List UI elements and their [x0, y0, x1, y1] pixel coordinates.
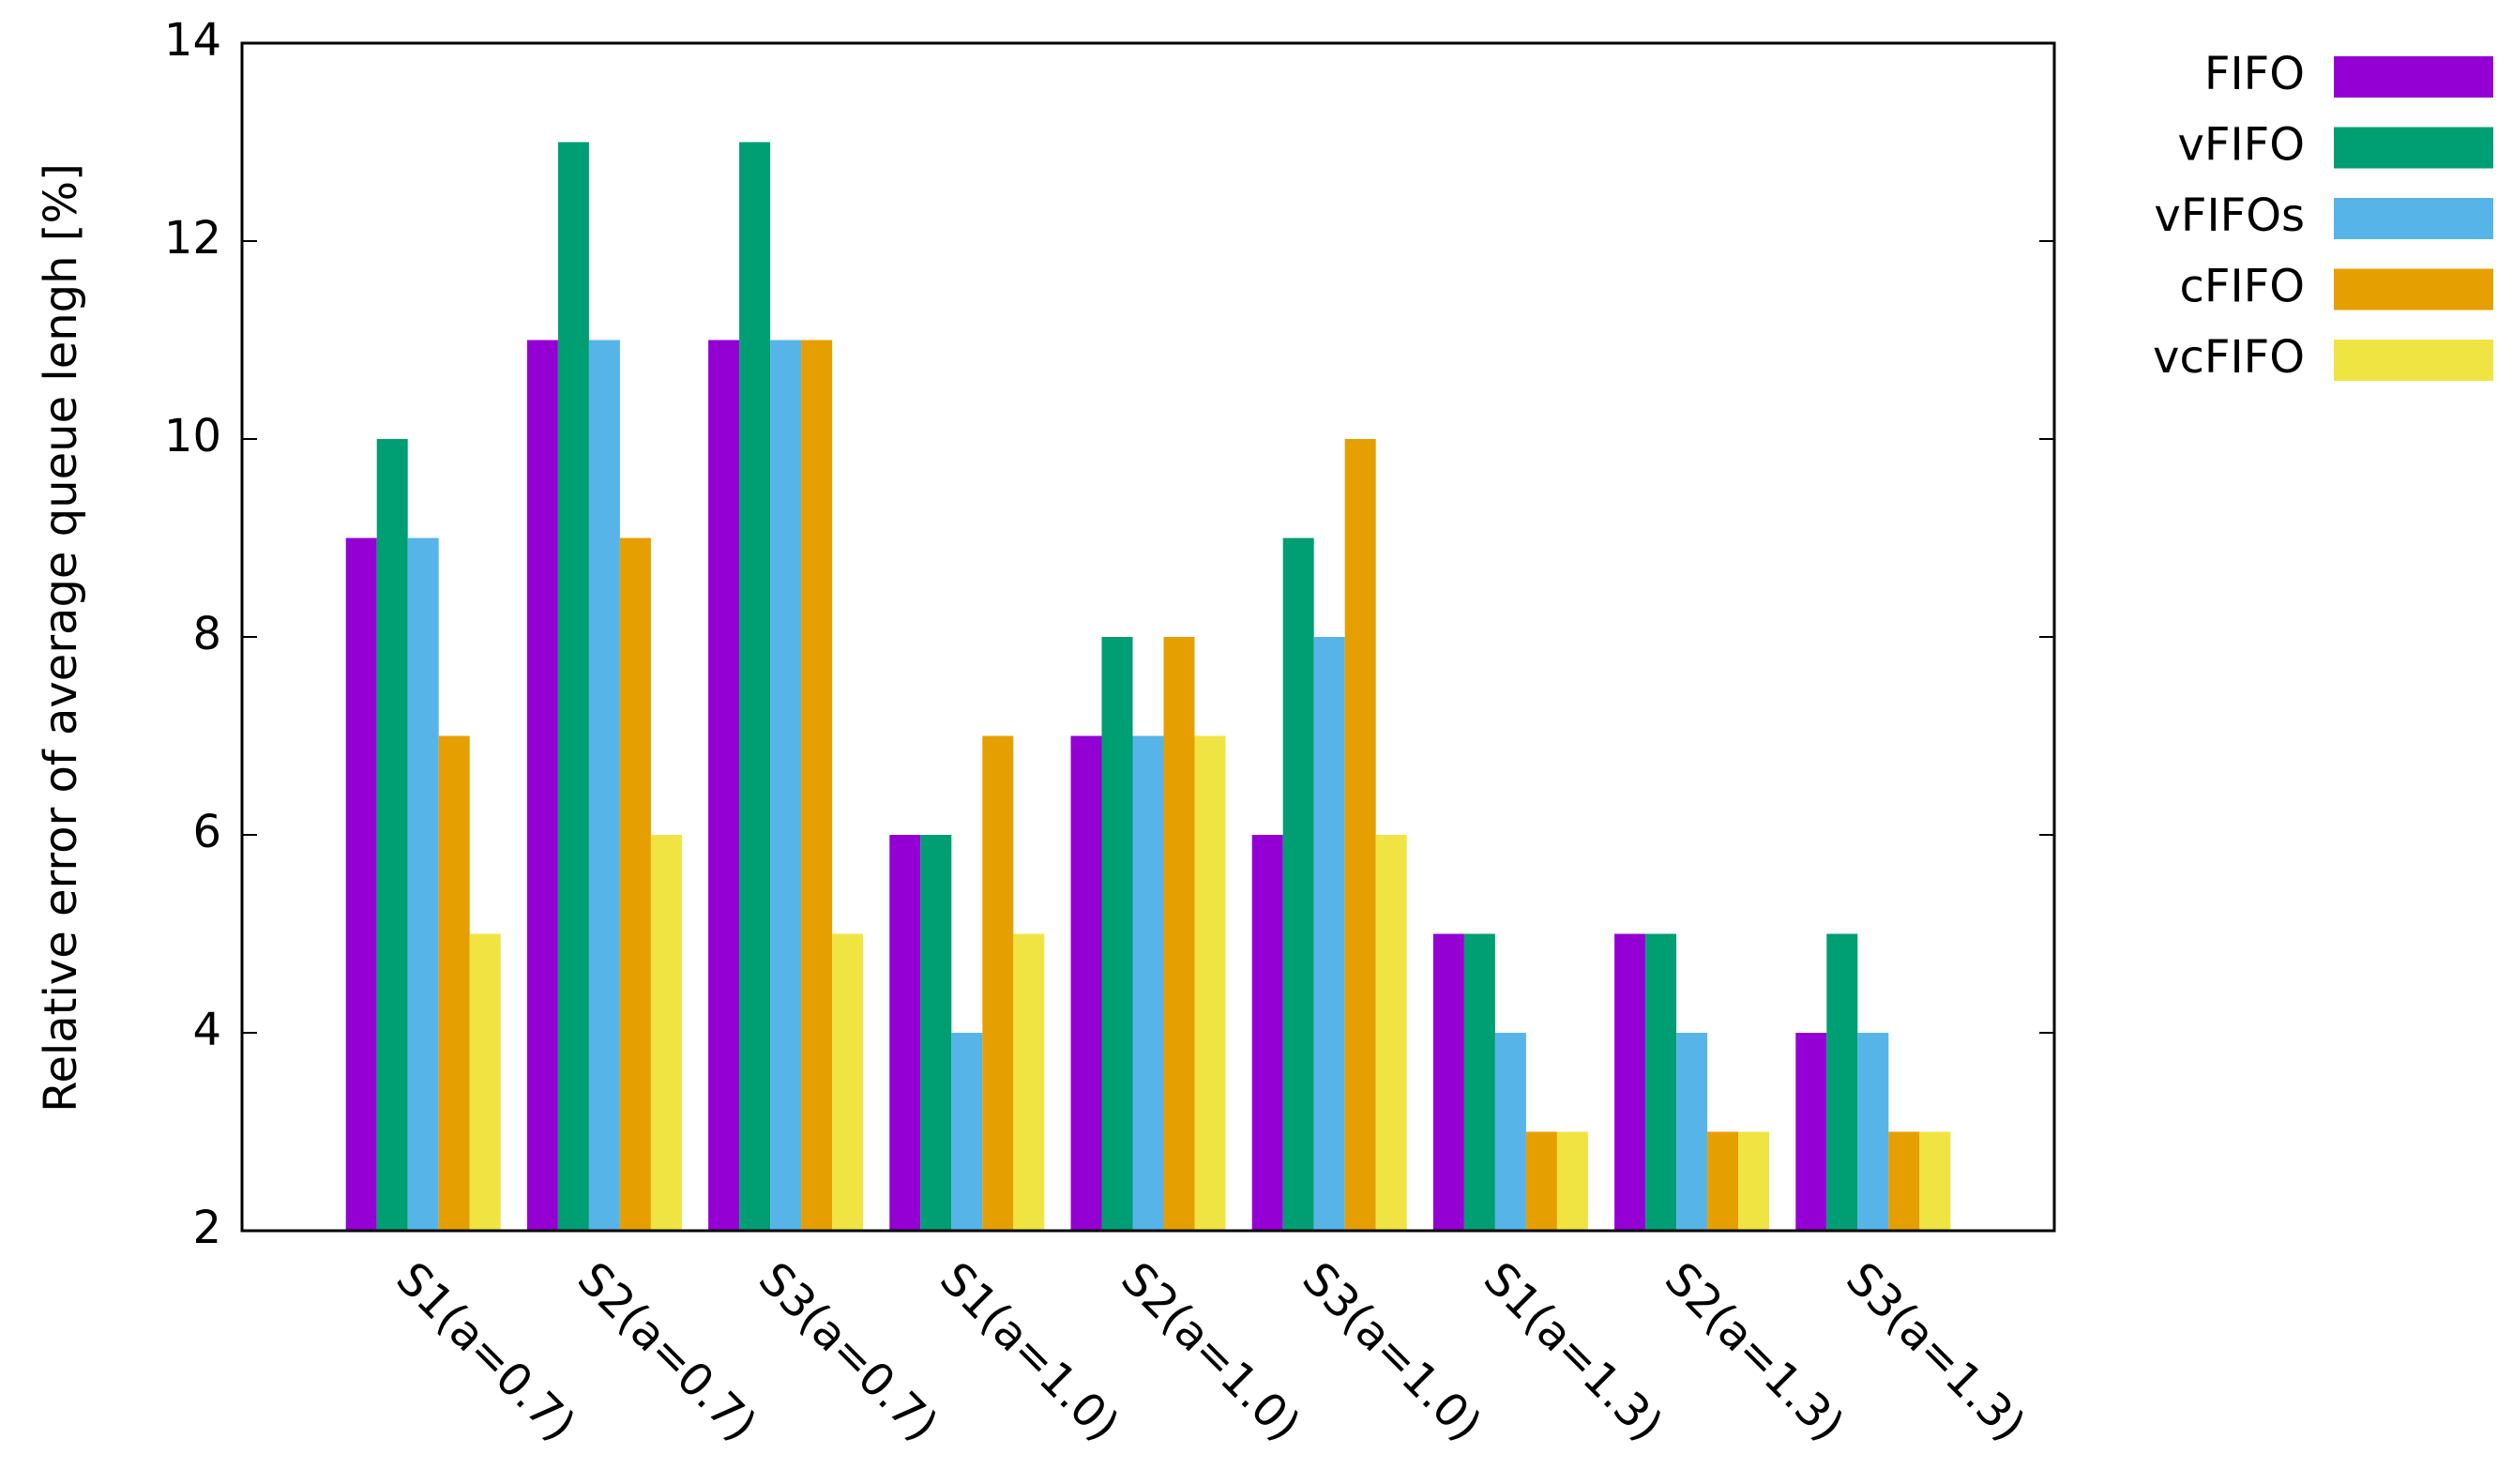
- legend-swatch: [2334, 127, 2493, 169]
- bar: [1556, 1131, 1588, 1231]
- bar: [1070, 735, 1102, 1231]
- bar: [650, 835, 682, 1231]
- bar: [1251, 835, 1283, 1231]
- bar: [1013, 933, 1045, 1231]
- x-tick-label: S1(a=1.3): [1474, 1252, 1673, 1451]
- bar: [1494, 1033, 1526, 1231]
- bar: [739, 142, 771, 1231]
- bar: [1344, 439, 1376, 1231]
- bar: [1857, 1033, 1889, 1231]
- legend-label: cFIFO: [2179, 261, 2305, 313]
- bar: [1282, 538, 1314, 1231]
- bar: [376, 439, 408, 1231]
- bar: [1645, 933, 1677, 1231]
- bar: [1463, 933, 1495, 1231]
- bar: [1676, 1033, 1708, 1231]
- bar: [801, 340, 833, 1231]
- y-tick-label: 2: [192, 1202, 221, 1254]
- legend-swatch: [2334, 56, 2493, 98]
- bar: [951, 1033, 983, 1231]
- y-tick-label: 4: [192, 1004, 221, 1056]
- bar: [708, 340, 740, 1231]
- legend-label: vcFIFO: [2153, 331, 2305, 384]
- bar: [832, 933, 864, 1231]
- x-tick-label: S2(a=0.7): [568, 1252, 766, 1451]
- x-tick-label: S1(a=0.7): [386, 1252, 585, 1451]
- x-tick-label: S3(a=1.3): [1836, 1252, 2035, 1451]
- bar: [619, 538, 651, 1231]
- bar: [588, 340, 620, 1231]
- bar: [526, 340, 558, 1231]
- legend-label: FIFO: [2204, 48, 2305, 100]
- bar: [1525, 1131, 1557, 1231]
- legend-label: vFIFO: [2177, 119, 2305, 172]
- bar: [1194, 735, 1226, 1231]
- bar: [920, 835, 952, 1231]
- x-tick-label: S1(a=1.0): [930, 1252, 1128, 1451]
- bar: [1614, 933, 1646, 1231]
- bar: [1101, 637, 1133, 1231]
- x-tick-label: S2(a=1.3): [1655, 1252, 1854, 1451]
- legend-swatch: [2334, 198, 2493, 239]
- x-tick-label: S3(a=1.0): [1293, 1252, 1491, 1451]
- x-tick-label: S2(a=1.0): [1111, 1252, 1309, 1451]
- bar: [557, 142, 589, 1231]
- bar: [438, 735, 470, 1231]
- bar: [1432, 933, 1464, 1231]
- legend-swatch: [2334, 340, 2493, 381]
- bar: [1919, 1131, 1951, 1231]
- bar: [1738, 1131, 1770, 1231]
- legend-label: vFIFOs: [2154, 189, 2305, 242]
- y-tick-label: 8: [192, 608, 221, 660]
- bar: [889, 835, 921, 1231]
- bar: [770, 340, 802, 1231]
- y-axis-label: Relative error of average queue lengh [%…: [35, 163, 87, 1113]
- bar: [1888, 1131, 1920, 1231]
- bar: [1132, 735, 1164, 1231]
- y-tick-label: 14: [164, 14, 221, 67]
- bar: [469, 933, 501, 1231]
- bar: [982, 735, 1014, 1231]
- bar: [1795, 1033, 1827, 1231]
- x-tick-label: S3(a=0.7): [749, 1252, 947, 1451]
- bar: [1313, 637, 1345, 1231]
- bar: [407, 538, 439, 1231]
- bar: [1375, 835, 1407, 1231]
- y-tick-label: 10: [164, 410, 221, 462]
- bar: [1163, 637, 1195, 1231]
- plot-frame: [240, 41, 2056, 1233]
- legend-swatch: [2334, 268, 2493, 310]
- y-tick-label: 6: [192, 806, 221, 858]
- bar: [345, 538, 377, 1231]
- bar: [1826, 933, 1858, 1231]
- y-tick-label: 12: [164, 212, 221, 265]
- bar: [1707, 1131, 1739, 1231]
